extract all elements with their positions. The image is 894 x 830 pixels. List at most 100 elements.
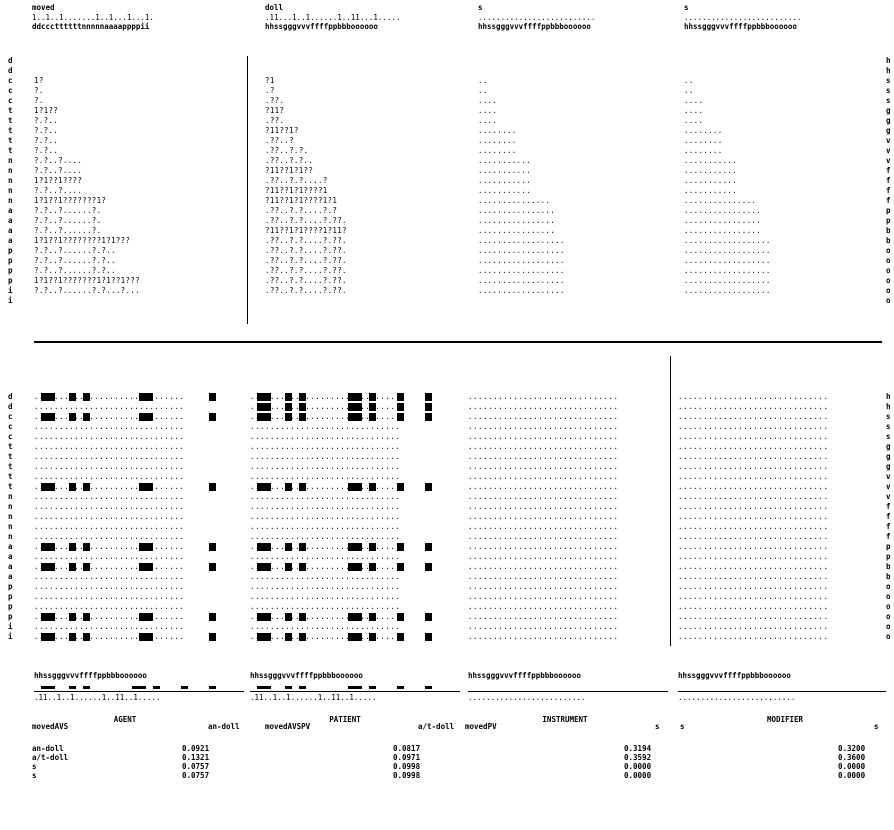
grid-row: .............................. (678, 612, 829, 621)
grid-row: .............................. (250, 582, 401, 591)
axis-mark (153, 686, 160, 689)
upper-row: .? (265, 86, 275, 95)
grid-row: .............................. (468, 392, 619, 401)
row-label: n (8, 156, 13, 165)
row-label: s (886, 76, 891, 85)
upper-row: ........... (684, 186, 737, 195)
panel-title-1: moved (32, 3, 55, 12)
grid-row: .............................. (678, 392, 829, 401)
row-label: t (8, 116, 13, 125)
role-instrument-right: s (655, 722, 660, 731)
upper-row: .??..?.?....?.??. (265, 266, 347, 275)
upper-row (684, 56, 771, 66)
row-label: v (886, 472, 891, 481)
letter-row-3: hhssgggvvvffffppbbboooooo (478, 22, 591, 31)
row-label: a (8, 562, 13, 571)
row-label: f (886, 166, 891, 175)
upper-row: .??..?.?....?.??. (265, 216, 347, 225)
grid-row: .............................. (250, 532, 401, 541)
upper-row (478, 66, 565, 76)
activation-block (209, 613, 216, 621)
row-label: v (886, 136, 891, 145)
activation-block (348, 613, 362, 621)
upper-row: ................ (684, 216, 762, 225)
grid-row: .............................. (34, 402, 185, 411)
score-value: 0.0000 (838, 762, 866, 771)
grid-row: .............................. (678, 632, 829, 641)
grid-row: .............................. (250, 502, 401, 511)
lower-letters-3: hhssgggvvvffffppbbboooooo (468, 671, 581, 680)
row-label: i (8, 632, 13, 641)
lower-marks-1: .11..1..1......1..11..1..... (34, 693, 161, 702)
grid-row: .............................. (250, 602, 401, 611)
upper-row: ?11? (265, 106, 285, 115)
upper-row: ?.?..?......?.?.. (34, 246, 116, 255)
upper-row: .. (684, 86, 694, 95)
role-modifier-right: s (874, 722, 879, 731)
grid-row: .............................. (468, 522, 619, 531)
upper-row: ?11??1?1????1?1 (265, 196, 338, 205)
upper-row: .................. (684, 266, 771, 275)
activation-block (425, 393, 432, 401)
activation-block (83, 393, 90, 401)
activation-block (425, 403, 432, 411)
grid-row: .............................. (678, 502, 829, 511)
upper-row: ?11??1?1????1 (265, 186, 328, 195)
candidate-1: an-doll (32, 744, 64, 753)
upper-row: .................. (478, 236, 565, 245)
upper-row: .................. (478, 286, 565, 295)
activation-block (41, 543, 55, 551)
letter-row-2: hhssgggvvvffffppbbboooooo (265, 22, 378, 31)
upper-column-1: 1??.?. 1?1???.?..?.?..?.?..?.?..?.?..?...… (34, 56, 140, 296)
upper-row: .................. (684, 276, 771, 285)
grid-row: .............................. (678, 522, 829, 531)
upper-row: ?.?..?......?.?...?... (34, 286, 140, 295)
upper-row: .... (478, 96, 498, 105)
grid-row: .............................. (468, 452, 619, 461)
activation-block (369, 543, 376, 551)
activation-block (285, 393, 292, 401)
upper-row: ........... (478, 176, 531, 185)
upper-row: ?. (34, 96, 44, 105)
section-divider (34, 341, 882, 343)
role-instrument-left: movedPV (465, 722, 497, 731)
row-label: n (8, 186, 13, 195)
grid-row: .............................. (34, 562, 185, 571)
row-label: a (8, 236, 13, 245)
grid-row: .............................. (34, 602, 185, 611)
row-label: o (886, 276, 891, 285)
activation-block (348, 483, 362, 491)
upper-column-2: ?1.?.??. ?11?.??. ?11??1?.??..?.??..?.?..?… (265, 56, 347, 296)
candidate-3: s (32, 762, 37, 771)
row-label: n (8, 492, 13, 501)
row-label: p (8, 592, 13, 601)
axis-mark (41, 686, 55, 689)
grid-row: .............................. (468, 612, 619, 621)
grid-row: .............................. (34, 462, 185, 471)
activation-block (348, 393, 362, 401)
role-instrument: INSTRUMENT (542, 715, 588, 724)
grid-row: .............................. (468, 442, 619, 451)
row-label: b (886, 562, 891, 571)
activation-block (369, 403, 376, 411)
role-agent-right: an-doll (208, 722, 240, 731)
grid-row: .............................. (250, 512, 401, 521)
activation-block (139, 483, 153, 491)
row-label: a (8, 542, 13, 551)
row-label: i (8, 296, 13, 305)
row-label: f (886, 532, 891, 541)
axis-mark (425, 686, 432, 689)
grid-row: .............................. (678, 412, 829, 421)
row-label: n (8, 522, 13, 531)
grid-row: .............................. (34, 412, 185, 421)
activation-block (285, 563, 292, 571)
upper-row: ?1 (265, 76, 275, 85)
row-label: c (8, 86, 13, 95)
role-patient-right: a/t-doll (418, 722, 455, 731)
axis-mark (369, 686, 376, 689)
row-label: a (8, 216, 13, 225)
activation-block (41, 563, 55, 571)
row-label: o (886, 286, 891, 295)
role-patient: PATIENT (329, 715, 361, 724)
